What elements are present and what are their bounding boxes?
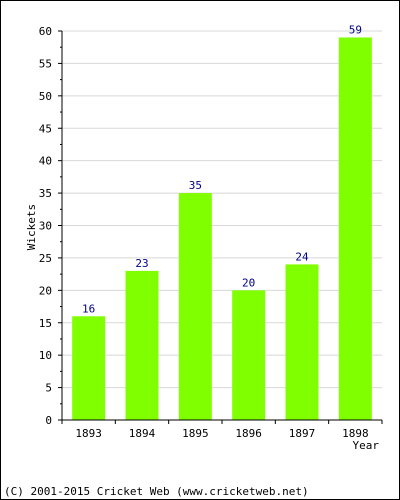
- y-tick-label: 45: [39, 122, 52, 135]
- bar-1895: [178, 193, 212, 420]
- y-tick-label: 20: [39, 284, 52, 297]
- bar-1896: [232, 290, 266, 420]
- bar-value-label: 23: [135, 257, 148, 270]
- bar-1893: [72, 316, 106, 420]
- gridlines: [62, 30, 382, 389]
- y-tick-label: 15: [39, 317, 52, 330]
- y-tick-label: 25: [39, 252, 52, 265]
- y-axis-title: Wickets: [25, 204, 38, 250]
- x-tick-label: 1896: [235, 427, 262, 440]
- value-labels: 16 23 35 20 24 59: [82, 23, 362, 315]
- axes: [58, 30, 383, 424]
- y-tick-label: 35: [39, 187, 52, 200]
- y-tick-label: 0: [45, 414, 52, 427]
- bar-1894: [125, 270, 159, 420]
- bar-1898: [338, 37, 372, 420]
- bars: [72, 37, 372, 420]
- x-tick-label: 1893: [75, 427, 102, 440]
- bar-value-label: 20: [242, 276, 255, 289]
- y-tick-label: 50: [39, 90, 52, 103]
- bar-1897: [285, 264, 319, 420]
- x-tick-label: 1897: [289, 427, 316, 440]
- tick-labels: 0 5 10 15 20 25 30 35 40 45 50 55 60 1893 1894 1895 1896…: [39, 25, 369, 440]
- bar-value-label: 35: [189, 179, 202, 192]
- y-tick-label: 60: [39, 25, 52, 38]
- bar-value-label: 16: [82, 302, 95, 315]
- y-tick-label: 10: [39, 349, 52, 362]
- x-tick-label: 1894: [129, 427, 156, 440]
- x-tick-label: 1898: [342, 427, 369, 440]
- bar-value-label: 24: [295, 250, 309, 263]
- copyright-credit: (C) 2001-2015 Cricket Web (www.cricketwe…: [4, 485, 309, 498]
- y-tick-label: 55: [39, 57, 52, 70]
- y-tick-label: 40: [39, 155, 52, 168]
- bar-value-label: 59: [349, 23, 362, 36]
- x-tick-label: 1895: [182, 427, 209, 440]
- y-tick-label: 5: [45, 382, 52, 395]
- x-axis-title: Year: [353, 439, 380, 452]
- y-tick-label: 30: [39, 220, 52, 233]
